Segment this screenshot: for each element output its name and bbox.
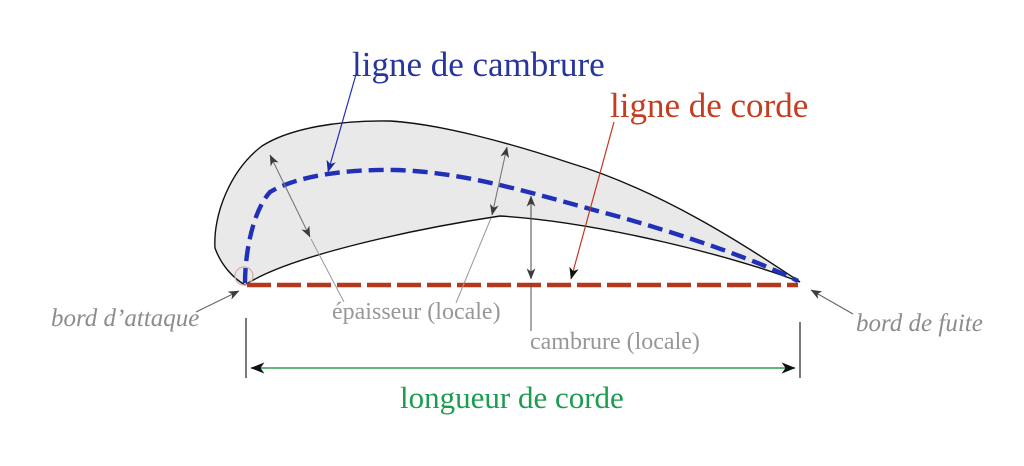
chord-length-dimension-group [245, 318, 801, 378]
thickness-leader-2 [455, 217, 492, 304]
leading-edge-label: bord d’attaque [51, 305, 199, 332]
local-camber-label: cambrure (locale) [530, 329, 700, 355]
chord-label-leader-arrow [569, 121, 615, 280]
chord-length-label: longueur de corde [400, 380, 624, 415]
thickness-arrow-2 [489, 146, 510, 216]
thickness-arrow-1 [269, 154, 311, 238]
trailing-edge-pointer-arrow [810, 289, 854, 315]
leading-edge-pointer-arrow [195, 290, 240, 313]
trailing-edge-label: bord de fuite [856, 310, 983, 337]
camber-line [242, 167, 799, 284]
thickness-leader-1 [310, 238, 345, 303]
leading-edge-marker-circle [234, 266, 254, 286]
chord-line-label: ligne de corde [610, 86, 808, 125]
local-thickness-label: épaisseur (locale) [332, 299, 501, 325]
thickness-measure-group [269, 146, 510, 304]
airfoil-outline [214, 120, 801, 286]
camber-label-leader-arrow [326, 70, 358, 173]
camber-line-label: ligne de cambrure [352, 45, 605, 84]
